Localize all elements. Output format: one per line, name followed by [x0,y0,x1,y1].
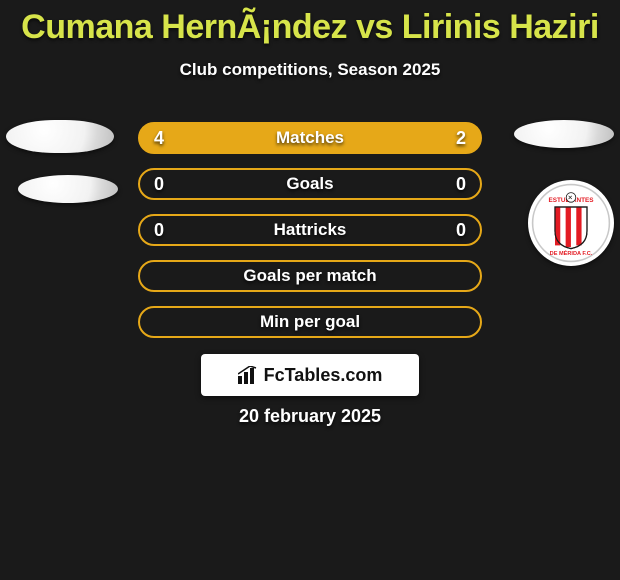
stat-value-right: 2 [456,128,466,149]
page-subtitle: Club competitions, Season 2025 [0,60,620,80]
club-badge: ESTUDIANTES DE MÉRIDA F.C. [528,180,614,266]
stat-label: Matches [276,128,344,148]
stat-bar: Min per goal [138,306,482,338]
player-avatar-placeholder [6,120,114,153]
page-title: Cumana HernÃ¡ndez vs Lirinis Haziri [0,8,620,47]
bar-chart-icon [238,366,260,384]
comparison-bars: 4 Matches 2 0 Goals 0 0 Hattricks 0 Goals per mat… [138,122,482,338]
stat-label: Goals [286,174,333,194]
stat-value-right: 0 [456,220,466,241]
stat-value-left: 4 [154,128,164,149]
stat-value-left: 0 [154,174,164,195]
stat-label: Hattricks [274,220,347,240]
stat-label: Min per goal [260,312,360,332]
footer-brand-label: FcTables.com [264,365,383,386]
player-avatar-placeholder [18,175,118,203]
stat-value-left: 0 [154,220,164,241]
stat-bar: 4 Matches 2 [138,122,482,154]
club-crest-icon: ESTUDIANTES DE MÉRIDA F.C. [531,183,611,263]
footer-brand-card: FcTables.com [201,354,419,396]
stat-bar: Goals per match [138,260,482,292]
player-avatar-placeholder [514,120,614,148]
stat-label: Goals per match [243,266,376,286]
stat-value-right: 0 [456,174,466,195]
left-avatar-column [6,120,118,203]
right-avatar-column: ESTUDIANTES DE MÉRIDA F.C. [514,120,614,266]
date-label: 20 february 2025 [0,406,620,427]
stat-bar: 0 Hattricks 0 [138,214,482,246]
stat-bar: 0 Goals 0 [138,168,482,200]
